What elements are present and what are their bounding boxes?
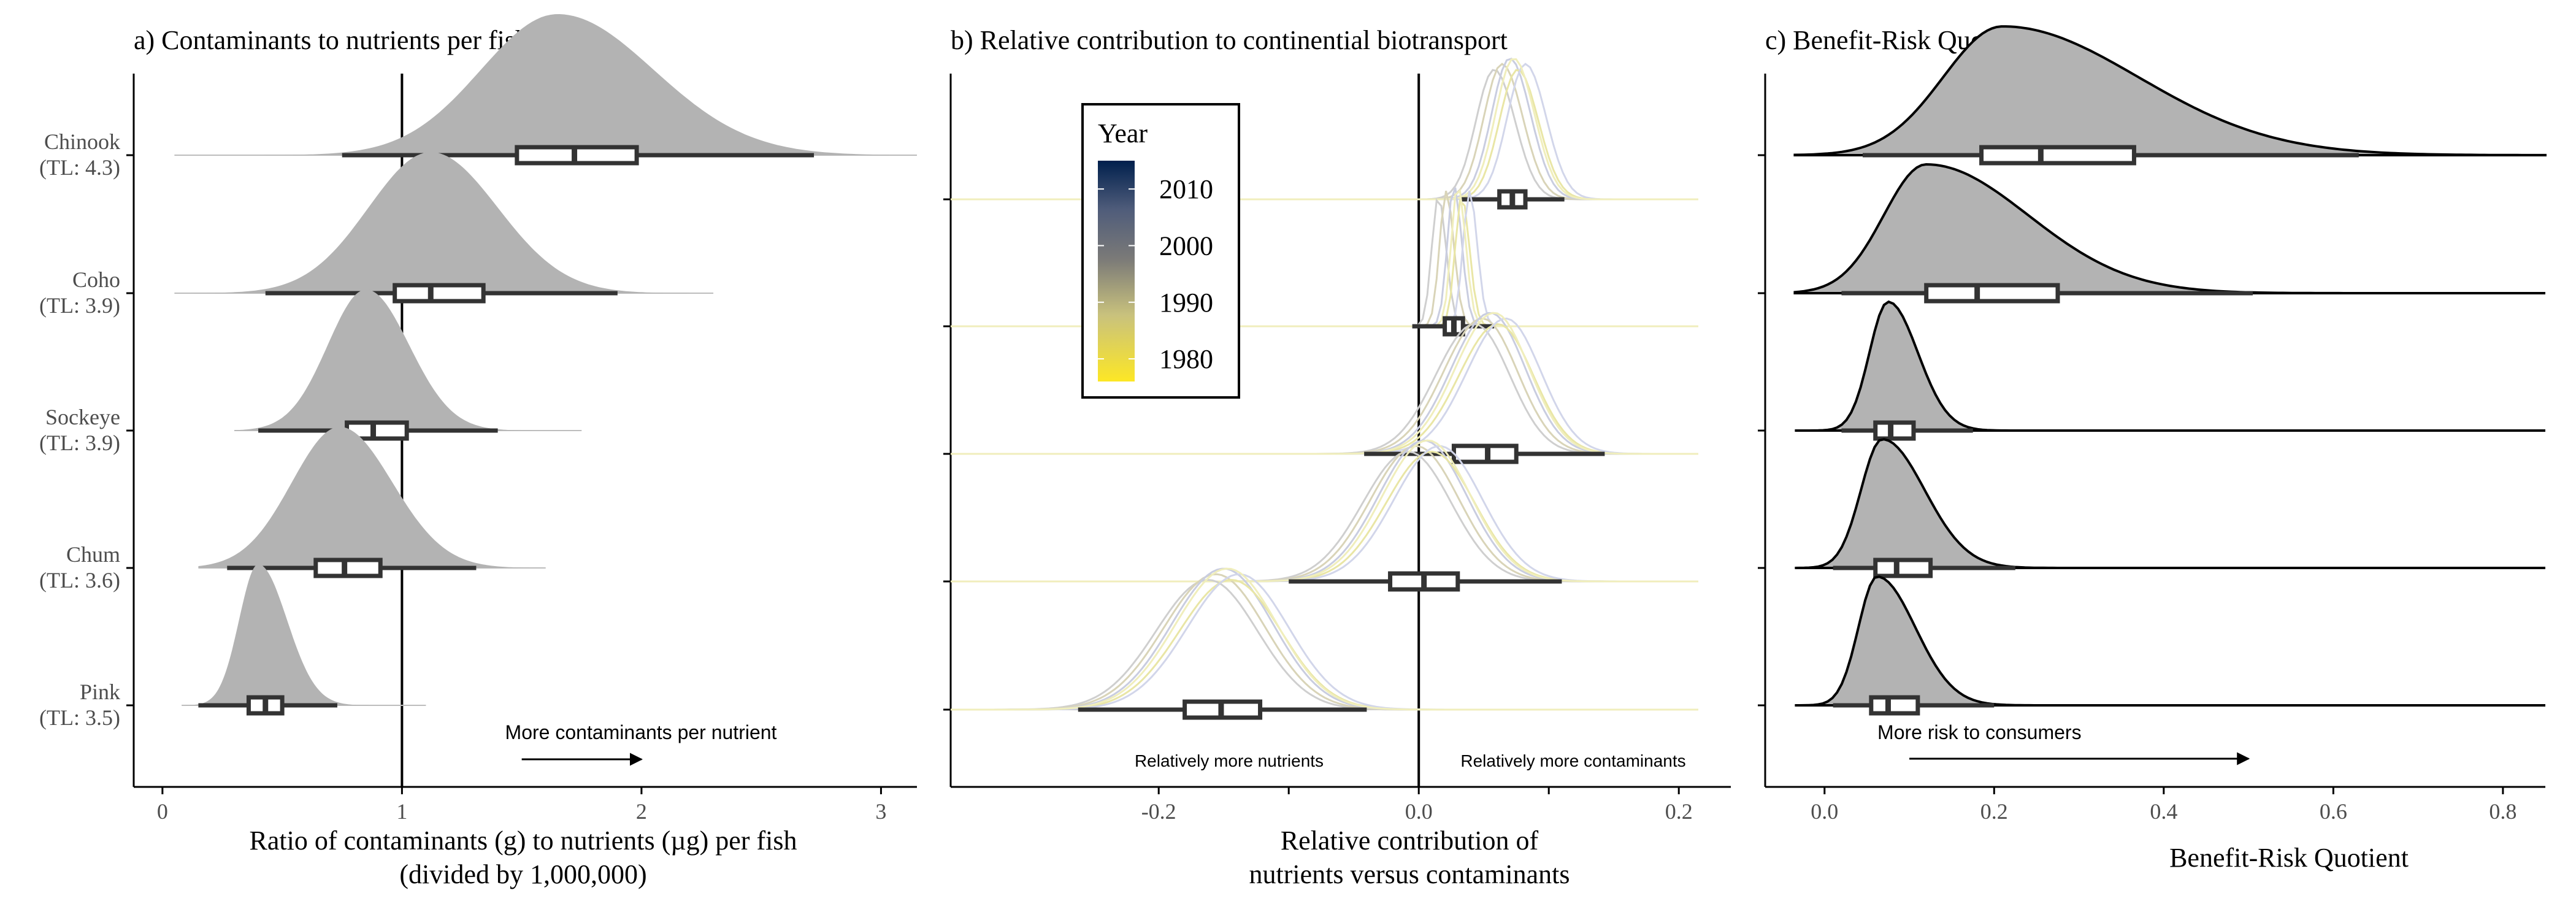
panel-b: b) Relative contribution to continential… bbox=[943, 25, 1731, 889]
year-density-trace bbox=[951, 445, 1698, 583]
year-legend-label: 2000 bbox=[1159, 231, 1213, 261]
density-ridge bbox=[174, 152, 714, 293]
year-density-trace bbox=[951, 439, 1698, 583]
year-density-trace bbox=[951, 578, 1698, 711]
row-trophic-level: (TL: 3.6) bbox=[39, 568, 120, 592]
year-legend-label: 1980 bbox=[1159, 344, 1213, 374]
year-density-trace bbox=[951, 189, 1698, 328]
year-density-trace bbox=[951, 187, 1698, 328]
annotation-right-text: Relatively more contaminants bbox=[1460, 751, 1685, 770]
panel-c-xlabel: Benefit-Risk Quotient bbox=[2169, 843, 2409, 873]
density-ridge bbox=[1795, 575, 2545, 707]
year-legend-label: 2010 bbox=[1159, 174, 1213, 204]
year-legend-title: Year bbox=[1098, 118, 1148, 148]
boxplot-box bbox=[1924, 283, 2060, 304]
year-density-trace bbox=[951, 69, 1698, 201]
row-label: Sockeye bbox=[45, 405, 120, 429]
year-density-trace bbox=[951, 578, 1698, 711]
year-density-trace bbox=[951, 58, 1698, 201]
boxplot-box bbox=[1873, 420, 1916, 441]
density-ridge bbox=[1793, 163, 2545, 294]
x-tick-label: 1 bbox=[396, 799, 407, 824]
row-trophic-level: (TL: 4.3) bbox=[39, 155, 120, 180]
x-tick-label: 0.8 bbox=[2489, 799, 2517, 824]
panel-c: c) Benefit-Risk Quotient 0.0 0.2 0.4 0.6 0.8… bbox=[1758, 25, 2547, 873]
panel-a: a) Contaminants to nutrients per fish 0 1… bbox=[39, 14, 917, 889]
boxplot-box bbox=[393, 283, 486, 304]
panel-c-plot: 0.0 0.2 0.4 0.6 0.8 More risk to consumers bbox=[1758, 25, 2547, 824]
x-tick-label: 0.6 bbox=[2320, 799, 2347, 824]
density-ridge bbox=[1795, 438, 2545, 569]
boxplot-box bbox=[1979, 145, 2136, 166]
x-tick-label: 0.0 bbox=[1405, 799, 1433, 824]
density-ridge bbox=[1795, 300, 2545, 432]
panel-a-xlabel-line2: (divided by 1,000,000) bbox=[399, 859, 646, 889]
row-trophic-level: (TL: 3.9) bbox=[39, 293, 120, 318]
row-label: Chinook bbox=[44, 129, 120, 154]
row-trophic-level: (TL: 3.9) bbox=[39, 431, 120, 455]
row-label: Coho bbox=[72, 267, 120, 292]
panel-a-title: a) Contaminants to nutrients per fish bbox=[134, 25, 529, 55]
annotation-text: More contaminants per nutrient bbox=[505, 721, 777, 743]
x-tick-label: 0.4 bbox=[2150, 799, 2177, 824]
year-density-trace bbox=[951, 323, 1698, 455]
year-density-trace bbox=[951, 312, 1698, 455]
year-density-trace bbox=[951, 198, 1698, 328]
x-tick-label: 0 bbox=[157, 799, 168, 824]
density-ridge bbox=[198, 427, 546, 568]
annotation-left-text: Relatively more nutrients bbox=[1135, 751, 1324, 770]
density-ridge bbox=[182, 564, 426, 705]
annotation-text: More risk to consumers bbox=[1877, 721, 2082, 743]
x-tick-label: 0.0 bbox=[1811, 799, 1838, 824]
year-density-trace bbox=[951, 312, 1698, 455]
boxplot-box bbox=[313, 558, 383, 578]
boxplot-box bbox=[1869, 695, 1920, 716]
year-legend-label: 1990 bbox=[1159, 288, 1213, 318]
year-density-trace bbox=[951, 439, 1698, 583]
year-legend: Year 2010 2000 1990 1980 bbox=[1081, 103, 1240, 399]
year-density-trace bbox=[951, 198, 1698, 328]
row-label: Pink bbox=[80, 680, 120, 704]
year-density-trace bbox=[951, 190, 1698, 328]
year-colorbar bbox=[1098, 161, 1135, 381]
year-density-trace bbox=[951, 63, 1698, 201]
panel-b-xlabel-line2: nutrients versus contaminants bbox=[1249, 859, 1570, 889]
year-density-trace bbox=[951, 450, 1698, 583]
density-ridge bbox=[174, 14, 917, 155]
year-density-trace bbox=[951, 63, 1698, 201]
panel-b-xlabel-line1: Relative contribution of bbox=[1281, 826, 1539, 856]
density-ridge bbox=[1793, 25, 2547, 156]
year-density-trace bbox=[951, 567, 1698, 711]
panel-b-plot: -0.2 0.0 0.2 Relatively more nutrients Relat… bbox=[943, 57, 1731, 824]
x-tick-label: -0.2 bbox=[1141, 799, 1176, 824]
x-tick-label: 3 bbox=[875, 799, 886, 824]
x-tick-label: 0.2 bbox=[1980, 799, 2008, 824]
year-density-trace bbox=[951, 317, 1698, 455]
boxplot-box bbox=[1873, 558, 1933, 578]
row-trophic-level: (TL: 3.5) bbox=[39, 705, 120, 730]
year-density-trace bbox=[951, 450, 1698, 583]
year-legend-labels: 2010 2000 1990 1980 bbox=[1098, 174, 1213, 374]
boxplot-box bbox=[345, 420, 409, 441]
row-label: Chum bbox=[66, 542, 120, 567]
year-density-trace bbox=[951, 323, 1698, 455]
year-density-trace bbox=[951, 317, 1698, 455]
density-ridge bbox=[234, 289, 582, 431]
year-density-trace bbox=[951, 190, 1698, 328]
year-density-trace bbox=[951, 445, 1698, 583]
x-tick-label: 0.2 bbox=[1665, 799, 1693, 824]
x-tick-label: 2 bbox=[636, 799, 647, 824]
year-density-trace bbox=[951, 69, 1698, 201]
year-density-trace bbox=[951, 57, 1698, 201]
panel-b-title: b) Relative contribution to continential… bbox=[951, 25, 1508, 55]
panel-a-xlabel-line1: Ratio of contaminants (g) to nutrients (… bbox=[250, 826, 797, 856]
